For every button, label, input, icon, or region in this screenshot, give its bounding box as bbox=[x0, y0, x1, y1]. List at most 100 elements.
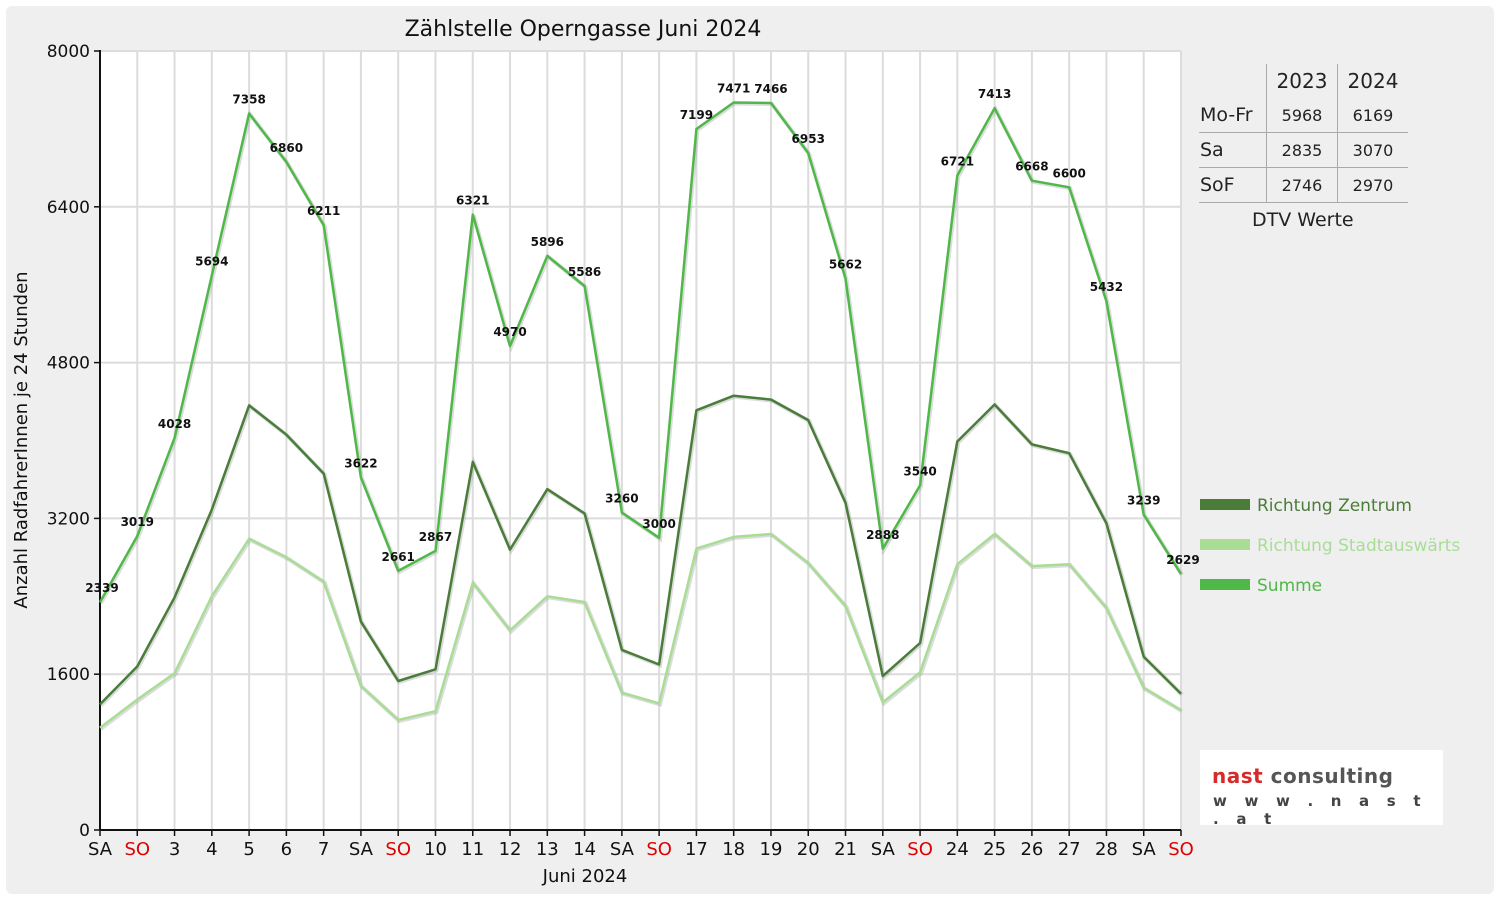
axes: 0 1600 3200 4800 6400 8000 SA SO 3 4 5 6 7 SA SO 10 11 12… bbox=[47, 42, 1194, 860]
dtv-caption: DTV Werte bbox=[1252, 209, 1354, 231]
x-tick-label: SA bbox=[349, 839, 374, 860]
legend-swatch bbox=[1200, 539, 1250, 550]
legend-label: Summe bbox=[1257, 576, 1322, 596]
x-tick-label: 25 bbox=[983, 839, 1006, 860]
y-tick-label: 3200 bbox=[47, 509, 90, 529]
data-label: 7413 bbox=[978, 87, 1011, 101]
x-tick-label: 6 bbox=[281, 839, 292, 860]
x-tick-label: 3 bbox=[169, 839, 180, 860]
data-label: 4970 bbox=[493, 325, 526, 339]
data-label: 5432 bbox=[1090, 280, 1123, 294]
x-tick-label: 5 bbox=[243, 839, 254, 860]
dtv-value-2023: 5968 bbox=[1266, 98, 1338, 133]
x-tick-label: SA bbox=[88, 839, 113, 860]
dtv-value-2024: 6169 bbox=[1337, 98, 1408, 133]
dtv-value-2023: 2746 bbox=[1266, 167, 1338, 203]
x-tick-label: SO bbox=[1168, 839, 1194, 860]
y-tick-label: 1600 bbox=[47, 665, 90, 685]
data-label: 3622 bbox=[344, 456, 377, 470]
legend-swatch bbox=[1200, 499, 1250, 510]
data-label: 3019 bbox=[121, 515, 154, 529]
dtv-header-empty bbox=[1199, 64, 1267, 98]
x-tick-label: 14 bbox=[573, 839, 596, 860]
dtv-header-row: 2023 2024 bbox=[1199, 64, 1408, 98]
data-label: 5896 bbox=[531, 235, 564, 249]
logo-name-part2: consulting bbox=[1263, 764, 1394, 788]
data-label: 6668 bbox=[1015, 160, 1048, 174]
x-tick-label: SA bbox=[610, 839, 635, 860]
x-tick-label: 7 bbox=[318, 839, 329, 860]
dtv-row-label: SoF bbox=[1199, 167, 1267, 203]
x-tick-label: 11 bbox=[461, 839, 484, 860]
data-label: 4028 bbox=[158, 417, 191, 431]
data-label: 7471 bbox=[717, 82, 750, 96]
x-tick-label: 4 bbox=[206, 839, 217, 860]
chart-title: Zählstelle Operngasse Juni 2024 bbox=[405, 17, 762, 42]
data-label: 5586 bbox=[568, 265, 601, 279]
y-tick-label: 4800 bbox=[47, 354, 90, 374]
legend-label: Richtung Stadtauswärts bbox=[1257, 536, 1460, 556]
x-tick-label: SA bbox=[871, 839, 896, 860]
data-label: 2339 bbox=[85, 581, 118, 595]
data-labels: 2339 3019 4028 5694 7358 6860 6211 3622 2661 2867… bbox=[85, 82, 1199, 596]
company-logo: nast consulting w w w . n a s t . a t bbox=[1200, 750, 1443, 828]
data-label: 2661 bbox=[382, 550, 415, 564]
y-tick-label: 6400 bbox=[47, 198, 90, 218]
x-tick-label: SA bbox=[1132, 839, 1157, 860]
data-label: 6953 bbox=[792, 132, 825, 146]
data-label: 6721 bbox=[941, 155, 974, 169]
dtv-table: 2023 2024 Mo-Fr 5968 6169 Sa 2835 3070 S… bbox=[1199, 64, 1408, 203]
data-label: 6860 bbox=[270, 141, 303, 155]
y-tick-label: 8000 bbox=[47, 42, 90, 62]
logo-name-part1: nast bbox=[1212, 764, 1264, 788]
x-tick-label: SO bbox=[124, 839, 150, 860]
dtv-value-2024: 2970 bbox=[1337, 167, 1408, 203]
y-tick-label: 0 bbox=[79, 821, 90, 841]
logo-url: w w w . n a s t . a t bbox=[1213, 792, 1427, 828]
y-axis-title: Anzahl RadfahrerInnen je 24 Stunden bbox=[11, 271, 32, 608]
data-label: 3000 bbox=[642, 517, 675, 531]
data-label: 5662 bbox=[829, 258, 862, 272]
dtv-row-label: Sa bbox=[1199, 132, 1267, 168]
data-label: 6600 bbox=[1052, 166, 1085, 180]
legend-swatch bbox=[1200, 579, 1250, 590]
x-tick-label: 17 bbox=[685, 839, 708, 860]
x-tick-label: 27 bbox=[1058, 839, 1081, 860]
x-tick-label: 20 bbox=[797, 839, 820, 860]
dtv-row: Sa 2835 3070 bbox=[1199, 132, 1408, 168]
dtv-row: SoF 2746 2970 bbox=[1199, 167, 1408, 203]
data-label: 5694 bbox=[195, 255, 228, 269]
dtv-value-2024: 3070 bbox=[1337, 132, 1408, 168]
x-tick-label: SO bbox=[646, 839, 672, 860]
data-label: 2888 bbox=[866, 528, 899, 542]
x-tick-label: 19 bbox=[760, 839, 783, 860]
dtv-row-label: Mo-Fr bbox=[1199, 98, 1267, 133]
legend-label: Richtung Zentrum bbox=[1257, 496, 1412, 516]
x-tick-label: 13 bbox=[536, 839, 559, 860]
series-line bbox=[98, 101, 1183, 603]
series-lines bbox=[98, 101, 1184, 731]
x-tick-label: 10 bbox=[424, 839, 447, 860]
data-label: 6211 bbox=[307, 204, 340, 218]
dtv-value-2023: 2835 bbox=[1266, 132, 1338, 168]
grid-lines bbox=[100, 50, 1182, 830]
data-label: 7358 bbox=[232, 93, 265, 107]
logo-name: nast consulting bbox=[1212, 764, 1393, 788]
x-tick-label: 12 bbox=[499, 839, 522, 860]
data-label: 3260 bbox=[605, 492, 638, 506]
x-tick-label: SO bbox=[385, 839, 411, 860]
data-label: 3239 bbox=[1127, 494, 1160, 508]
dtv-row: Mo-Fr 5968 6169 bbox=[1199, 98, 1408, 133]
data-label: 7466 bbox=[754, 82, 787, 96]
x-tick-label: 21 bbox=[834, 839, 857, 860]
data-label: 3540 bbox=[903, 464, 936, 478]
x-tick-label: SO bbox=[907, 839, 933, 860]
data-label: 6321 bbox=[456, 193, 489, 207]
dtv-header-2023: 2023 bbox=[1266, 64, 1338, 98]
data-label: 2867 bbox=[419, 530, 452, 544]
legend: Richtung Zentrum Richtung Stadtauswärts Su… bbox=[1200, 496, 1460, 596]
plot-area bbox=[100, 51, 1181, 830]
x-tick-label: 26 bbox=[1020, 839, 1043, 860]
series-line bbox=[99, 532, 1182, 729]
